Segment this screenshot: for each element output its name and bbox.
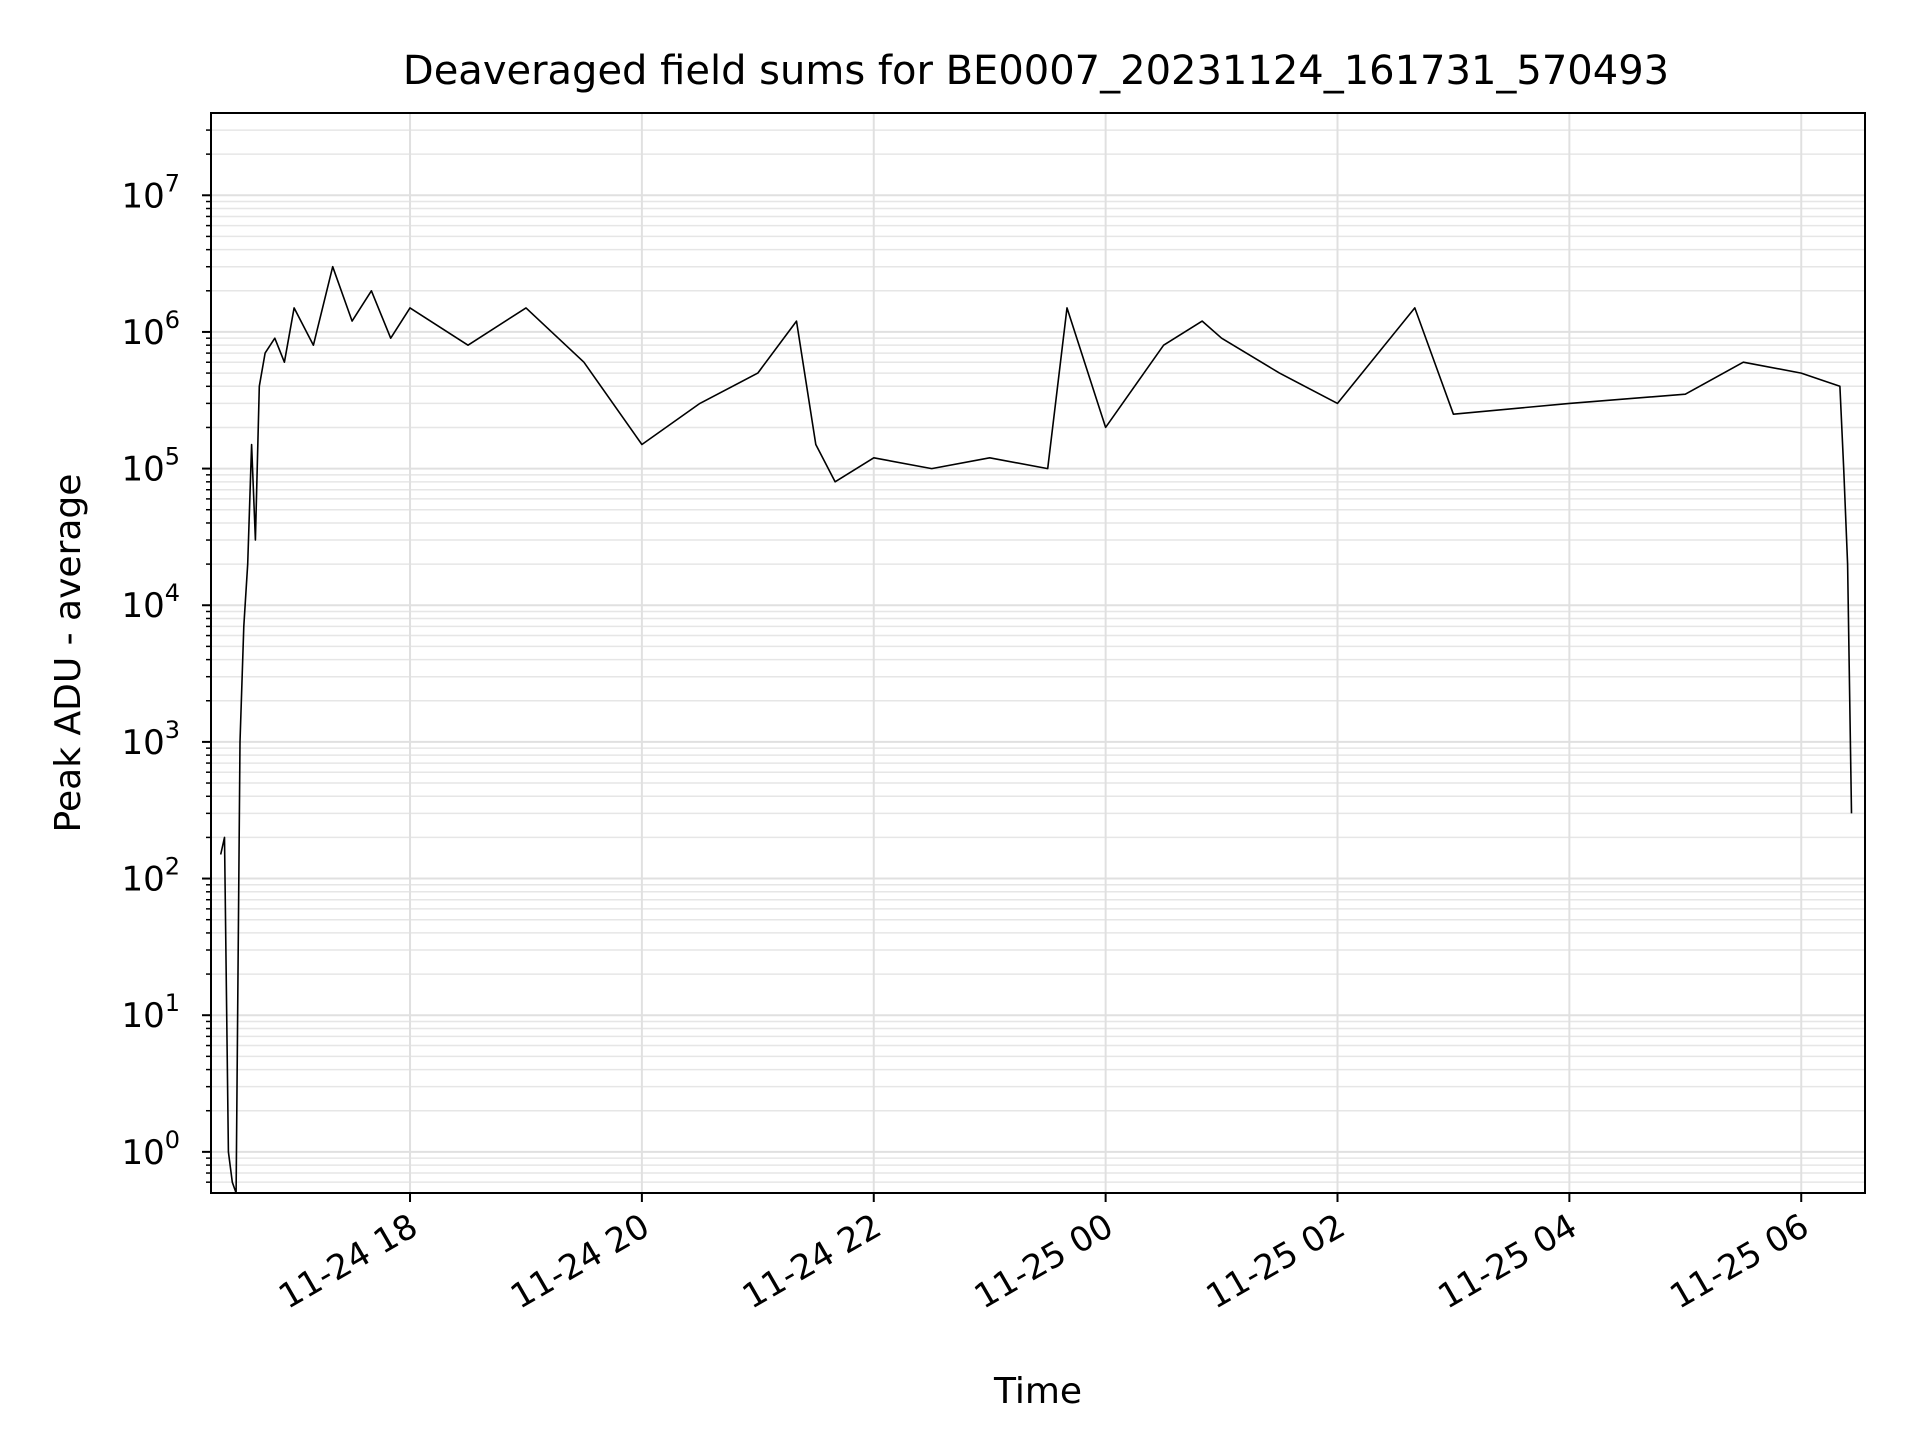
- x-tick-label: 11-24 22: [736, 1206, 888, 1317]
- x-tick-label: 11-25 00: [968, 1206, 1120, 1317]
- x-tick-label: 11-25 02: [1200, 1206, 1352, 1317]
- y-tick-label: 102: [121, 853, 180, 900]
- x-tick-label: 11-24 20: [504, 1206, 656, 1317]
- x-axis-label: Time: [993, 1371, 1082, 1412]
- x-tick-label: 11-25 04: [1431, 1206, 1583, 1317]
- grid-minor: [211, 129, 1865, 1183]
- series-line: [219, 265, 1853, 1194]
- x-tick-label: 11-24 18: [272, 1206, 424, 1317]
- y-axis-label: Peak ADU - average: [48, 474, 89, 833]
- plot-series: [219, 265, 1853, 1194]
- y-tick-label: 100: [121, 1126, 180, 1173]
- plot-frame: [210, 112, 1866, 1194]
- y-tick-label: 104: [121, 579, 180, 626]
- y-tick-label: 106: [121, 306, 180, 353]
- grid-major: [211, 113, 1865, 1193]
- y-tick-label: 105: [121, 443, 180, 490]
- y-tick-label: 101: [121, 989, 180, 1036]
- y-tick-label: 103: [121, 716, 180, 763]
- x-tick-label: 11-25 06: [1663, 1206, 1815, 1317]
- y-axis: 100 101 102 103 104 105 106 107: [121, 129, 211, 1183]
- x-axis: 11-24 18 11-24 20 11-24 22 11-25 00 11-25 02…: [272, 1193, 1816, 1317]
- chart-title: Deaveraged field sums for BE0007_2023112…: [403, 48, 1669, 94]
- y-tick-label: 107: [121, 169, 180, 216]
